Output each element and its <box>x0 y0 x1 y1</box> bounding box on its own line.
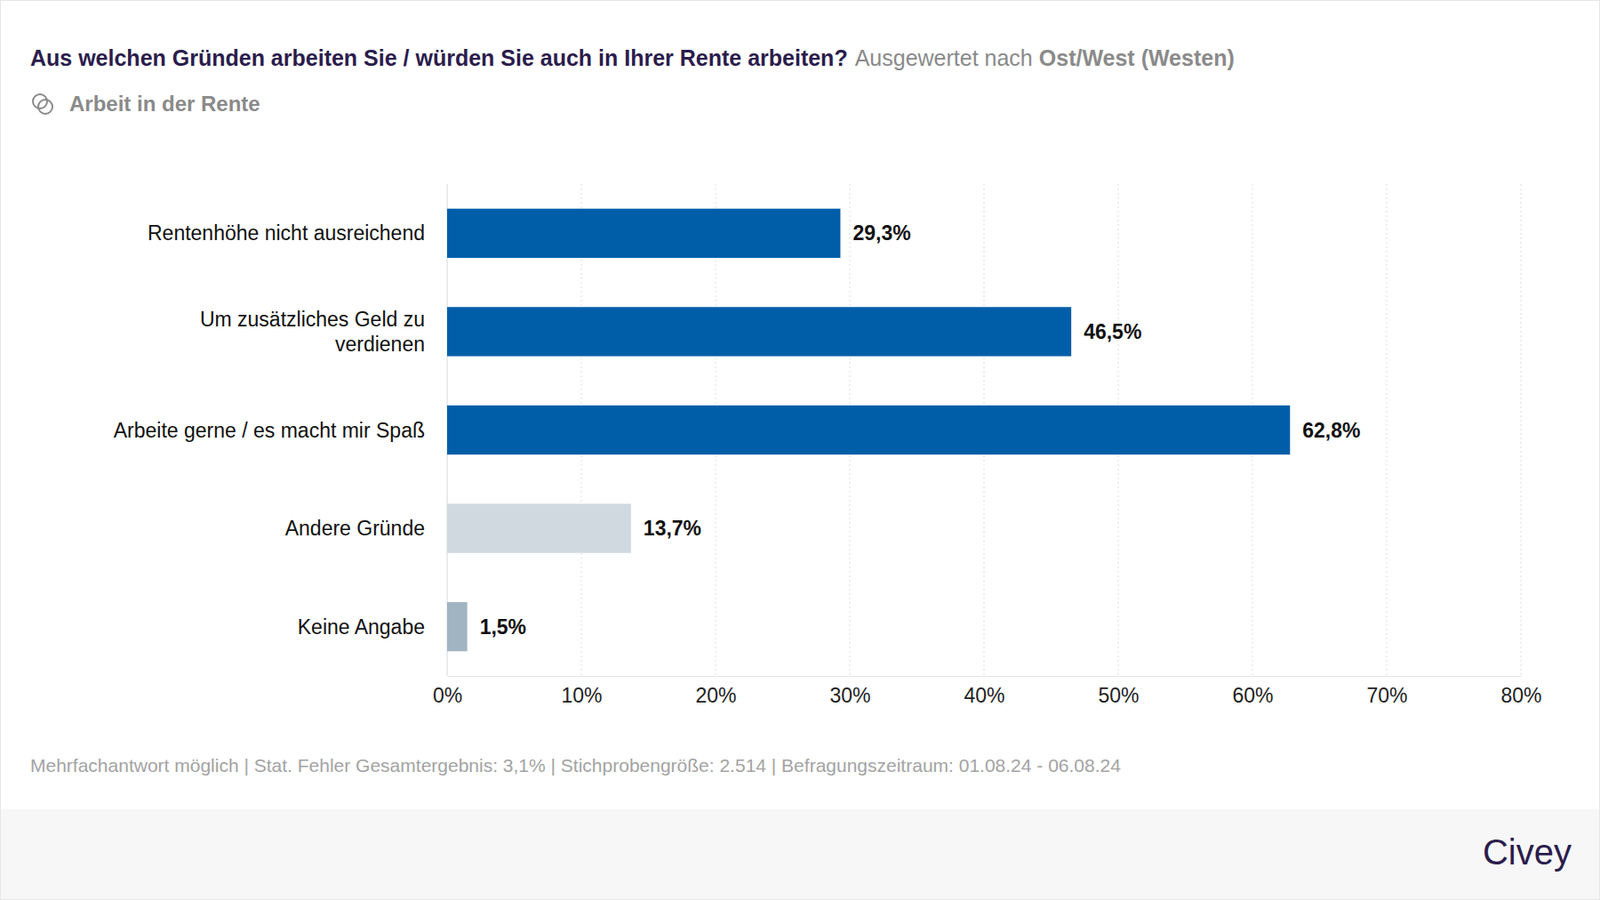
tick-label: 50% <box>1097 683 1139 707</box>
title-line: Aus welchen Gründen arbeiten Sie / würde… <box>30 45 1235 71</box>
category-label: Keine Angabe <box>297 615 425 639</box>
icon-circle <box>38 99 53 114</box>
tick: 50% <box>1097 675 1139 707</box>
tick: 30% <box>829 675 871 707</box>
grid-line <box>1386 184 1388 676</box>
subtitle-icon <box>32 94 53 114</box>
tick: 80% <box>1500 675 1542 707</box>
category-labels: Rentenhöhe nicht ausreichend Um zusätzlic… <box>113 221 425 638</box>
category-label: Rentenhöhe nicht ausreichend <box>147 221 425 245</box>
frame <box>0 0 1600 900</box>
bar <box>447 503 632 552</box>
tick-label: 80% <box>1500 683 1542 707</box>
bar <box>447 306 1072 356</box>
subtitle: Arbeit in der Rente <box>69 91 261 116</box>
footer-band <box>0 808 1600 899</box>
tick: 70% <box>1366 675 1408 707</box>
grid-line <box>1520 184 1522 676</box>
bar <box>447 208 840 258</box>
tick-label: 0% <box>432 683 463 707</box>
tick: 20% <box>695 675 736 707</box>
category-label: Andere Gründe <box>285 516 425 540</box>
bar <box>447 601 468 651</box>
data-labels: 29,3% 46,5% 62,8% 13,7% 1,5% <box>480 221 1361 638</box>
tick: 0% <box>432 675 463 707</box>
axis-line <box>448 675 1522 677</box>
tick: 40% <box>963 675 1005 707</box>
category-label: Um zusätzliches Geld zuverdienen <box>200 307 425 356</box>
chart: Aus welchen Gründen arbeiten Sie / würde… <box>0 0 1600 900</box>
bar <box>447 405 1290 455</box>
filter-prefix: Ausgewertet nach <box>855 45 1033 71</box>
tick: 10% <box>560 675 602 707</box>
tick-label: 70% <box>1366 683 1408 707</box>
brand: Civey <box>1482 832 1572 872</box>
x-axis: 0% 10% 20% 30% 40% 50% 60% 70% 80% <box>432 675 1543 707</box>
data-label: 1,5% <box>480 615 527 639</box>
filter: Ost/West (Westen) <box>1039 45 1235 71</box>
category-label-line: verdienen <box>335 332 425 356</box>
footer-note: Mehrfachantwort möglich | Stat. Fehler G… <box>30 754 1121 776</box>
data-label: 46,5% <box>1083 320 1142 344</box>
category-label: Arbeite gerne / es macht mir Spaß <box>113 418 425 442</box>
tick-label: 10% <box>560 683 602 707</box>
title: Aus welchen Gründen arbeiten Sie / würde… <box>30 45 848 71</box>
category-label-line: Rentenhöhe nicht ausreichend <box>147 221 425 245</box>
grid <box>447 184 1521 676</box>
tick: 60% <box>1232 675 1273 707</box>
data-label: 13,7% <box>643 516 702 540</box>
tick-label: 40% <box>963 683 1005 707</box>
category-label-line: Keine Angabe <box>297 615 425 639</box>
category-label-line: Um zusätzliches Geld zu <box>200 307 425 331</box>
data-label: 62,8% <box>1302 418 1360 442</box>
bars <box>447 208 1290 652</box>
tick-label: 60% <box>1232 683 1273 707</box>
tick-label: 20% <box>695 683 736 707</box>
category-label-line: Arbeite gerne / es macht mir Spaß <box>113 418 425 442</box>
tick-label: 30% <box>829 683 871 707</box>
data-label: 29,3% <box>852 221 911 245</box>
category-label-line: Andere Gründe <box>285 516 425 540</box>
